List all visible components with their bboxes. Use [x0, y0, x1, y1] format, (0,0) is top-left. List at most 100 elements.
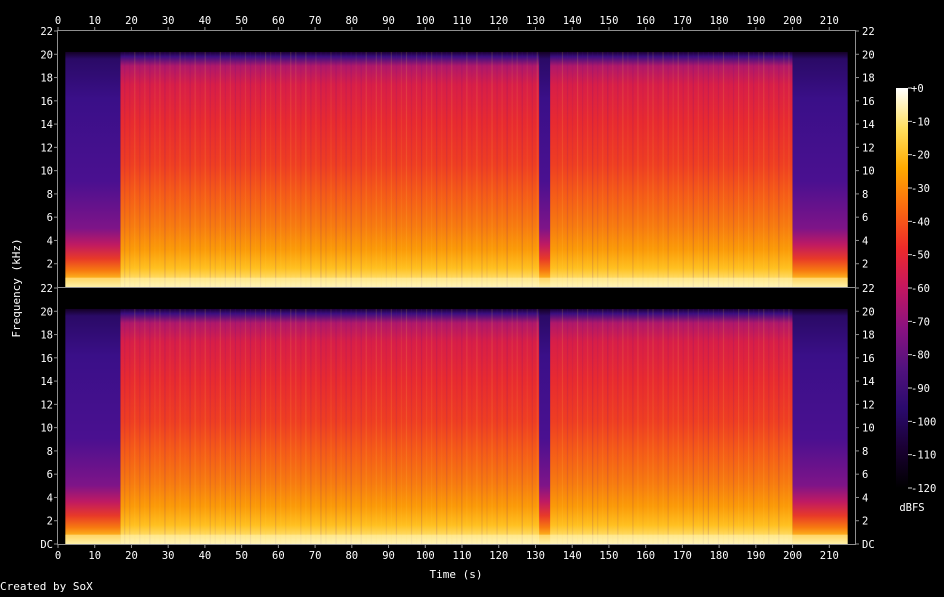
- y-tick-label-right: 6: [862, 469, 868, 481]
- heat-streak: [229, 308, 231, 544]
- heat-streak: [189, 308, 191, 544]
- y-tick-label-left: 4: [47, 492, 53, 504]
- heat-streak: [234, 308, 237, 544]
- heat-streak: [753, 308, 755, 544]
- heat-streak: [320, 308, 322, 544]
- heat-streak: [174, 51, 176, 287]
- heat-streak: [451, 308, 453, 544]
- x-tick-label-top: 80: [345, 15, 358, 27]
- heat-segment-2-1: [65, 308, 121, 544]
- heat-streak: [244, 308, 247, 544]
- x-tick-label-bottom: 10: [88, 550, 101, 562]
- heat-streak: [290, 308, 292, 544]
- heat-streak: [717, 308, 720, 544]
- heat-streak: [587, 308, 589, 544]
- colorbar-tick-label: -100: [911, 416, 936, 428]
- y-tick-label-left: 16: [40, 353, 53, 365]
- heat-segment-1-3: [539, 51, 551, 287]
- y-tick-label-right: 22: [862, 26, 875, 38]
- x-tick-label-top: 40: [199, 15, 212, 27]
- colorbar-tick-label: -70: [911, 316, 930, 328]
- heat-streak: [204, 308, 206, 544]
- heat-streak: [154, 51, 156, 287]
- heat-streak: [325, 308, 327, 544]
- heat-streak: [249, 51, 252, 287]
- heat-streak: [405, 308, 408, 544]
- heat-streak: [697, 308, 699, 544]
- heat-streak: [254, 51, 257, 287]
- heat-streak: [531, 308, 533, 544]
- x-tick-label-top: 90: [382, 15, 395, 27]
- heat-streak: [385, 51, 387, 287]
- heat-streak: [677, 308, 679, 544]
- heat-streak: [778, 51, 780, 287]
- x-tick-label-bottom: 70: [309, 550, 322, 562]
- x-tick-label-top: 200: [783, 15, 802, 27]
- heat-streak: [702, 51, 704, 287]
- x-tick-label-top: 150: [599, 15, 618, 27]
- x-tick-label-top: 30: [162, 15, 175, 27]
- heat-streak: [436, 51, 438, 287]
- x-tick-label-bottom: 180: [710, 550, 729, 562]
- y-tick-label-right: 4: [862, 492, 868, 504]
- heat-streak: [184, 308, 186, 544]
- heat-streak: [431, 51, 433, 287]
- heat-streak: [511, 51, 513, 287]
- y-tick-label-left: 18: [40, 73, 53, 85]
- y-tick-label-left: 14: [40, 119, 53, 131]
- heat-streak: [748, 51, 750, 287]
- heat-streak: [672, 51, 674, 287]
- colorbar-tick-label: -30: [911, 183, 930, 195]
- heat-streak: [622, 308, 624, 544]
- heat-streak: [330, 51, 332, 287]
- heat-streak: [214, 308, 216, 544]
- heat-streak: [370, 51, 372, 287]
- y-tick-label-left: DC: [40, 539, 53, 551]
- heat-streak: [581, 308, 584, 544]
- y-tick-label-right: 10: [862, 423, 875, 435]
- heat-streak: [420, 308, 423, 544]
- heat-streak: [758, 308, 760, 544]
- heat-streak: [561, 308, 564, 544]
- heat-streak: [677, 51, 679, 287]
- heat-streak: [199, 308, 201, 544]
- y-tick-label-right: 14: [862, 376, 875, 388]
- x-axis-top: 0 10 20 30 40 50 60 70 80 90 100 110 120 130 140 150 160…: [55, 15, 839, 31]
- heat-streak: [239, 308, 242, 544]
- x-tick-label-bottom: 40: [199, 550, 212, 562]
- heat-streak: [617, 308, 619, 544]
- heat-streak: [571, 308, 574, 544]
- x-tick-label-bottom: 190: [746, 550, 765, 562]
- heat-streak: [647, 51, 649, 287]
- heat-streak: [199, 51, 201, 287]
- heat-streak: [305, 308, 307, 544]
- colorbar: [896, 88, 908, 488]
- heat-streak: [426, 51, 428, 287]
- y-tick-label-right: 14: [862, 119, 875, 131]
- heat-streak: [788, 51, 790, 287]
- colorbar-tick-label: -80: [911, 350, 930, 362]
- heat-streak: [340, 51, 342, 287]
- heat-streak: [441, 308, 443, 544]
- heat-streak: [461, 308, 463, 544]
- heat-streak: [249, 308, 252, 544]
- colorbar-tick-label: -110: [911, 450, 936, 462]
- y-tick-label-left: 10: [40, 166, 53, 178]
- heat-streak: [581, 51, 584, 287]
- heat-streak: [264, 51, 267, 287]
- heat-streak: [632, 51, 634, 287]
- heat-streak: [662, 308, 664, 544]
- heat-streak: [209, 51, 211, 287]
- colorbar-label: dBFS: [899, 502, 924, 514]
- heat-streak: [652, 308, 654, 544]
- y-tick-label-right: 18: [862, 330, 875, 342]
- heat-streak: [602, 51, 604, 287]
- heat-streak: [521, 308, 523, 544]
- heat-streak: [672, 308, 674, 544]
- heat-streak: [642, 308, 644, 544]
- y-tick-label-left: 12: [40, 142, 53, 154]
- y-tick-label-right: 22: [862, 283, 875, 295]
- heat-streak: [124, 51, 126, 287]
- heat-streak: [209, 308, 211, 544]
- heat-streak: [164, 308, 166, 544]
